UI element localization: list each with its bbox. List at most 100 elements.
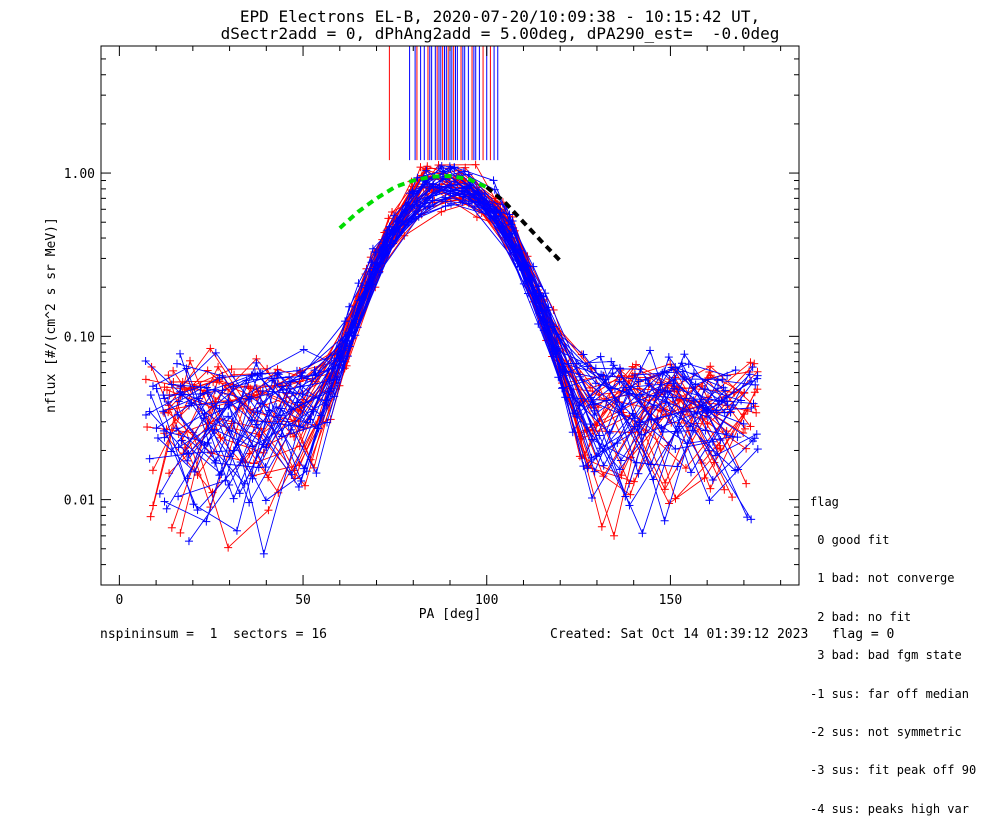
data-point (252, 358, 261, 367)
data-point (182, 364, 191, 373)
chart-title: EPD Electrons EL-B, 2020-07-20/10:09:38 … (239, 7, 761, 26)
data-point (729, 400, 738, 409)
legend-item: 3 bad: bad fgm state (810, 648, 962, 663)
data-point (591, 379, 600, 388)
data-line (156, 177, 736, 532)
data-point (176, 387, 185, 396)
data-point (471, 160, 480, 169)
data-point (203, 366, 212, 375)
data-line (179, 170, 727, 502)
data-point (167, 523, 176, 532)
y-tick-label: 1.00 (64, 167, 95, 182)
data-point (706, 484, 715, 493)
data-point (208, 488, 217, 497)
data-point (213, 375, 222, 384)
data-point (236, 458, 245, 467)
data-point (202, 517, 211, 526)
data-point (541, 289, 550, 298)
data-point (263, 364, 272, 373)
data-point (196, 389, 205, 398)
data-point (421, 203, 430, 212)
data-point (667, 363, 676, 372)
data-point (505, 210, 514, 219)
legend-item: -3 sus: fit peak off 90 (810, 763, 977, 778)
data-point (145, 454, 154, 463)
data-point (408, 214, 417, 223)
data-point (437, 207, 446, 216)
data-point (590, 467, 599, 476)
axis-layer: 0 50 100 150 0.01 0.10 1.00 (64, 45, 799, 608)
x-tick-label: 50 (295, 593, 311, 608)
data-point (258, 387, 267, 396)
legend-item: 1 bad: not converge (810, 571, 955, 586)
data-point (173, 410, 182, 419)
data-point (155, 489, 164, 498)
data-point (347, 329, 356, 338)
data-point (653, 415, 662, 424)
data-point (416, 163, 425, 172)
data-point (680, 350, 689, 359)
data-point (599, 461, 608, 470)
data-point (605, 428, 614, 437)
data-point (368, 244, 377, 253)
data-point (713, 376, 722, 385)
data-point (609, 361, 618, 370)
data-point (638, 529, 647, 538)
data-line (168, 166, 745, 484)
data-point (748, 363, 757, 372)
data-point (221, 476, 230, 485)
flag-legend: flag 0 good fit 1 bad: not converge 2 ba… (810, 470, 976, 828)
data-point (183, 449, 192, 458)
data-point (385, 222, 394, 231)
data-point (749, 399, 758, 408)
data-point (229, 494, 238, 503)
data-point (635, 392, 644, 401)
data-point (273, 369, 282, 378)
data-point (245, 498, 254, 507)
data-point (753, 374, 762, 383)
data-point (739, 419, 748, 428)
data-point (450, 163, 459, 172)
data-line (147, 172, 727, 549)
data-line (166, 181, 750, 438)
data-point (616, 456, 625, 465)
fit-curve (485, 185, 562, 263)
data-point (588, 493, 597, 502)
data-point (689, 369, 698, 378)
data-point (597, 522, 606, 531)
data-point (705, 368, 714, 377)
data-line (178, 190, 759, 507)
data-point (678, 359, 687, 368)
fit-layer (338, 173, 562, 263)
data-point (666, 360, 675, 369)
data-point (259, 549, 268, 558)
data-point (146, 512, 155, 521)
data-point (731, 366, 740, 375)
data-point (701, 426, 710, 435)
data-point (174, 492, 183, 501)
data-point (183, 456, 192, 465)
data-point (299, 345, 308, 354)
data-point (742, 479, 751, 488)
data-point (626, 490, 635, 499)
data-point (704, 446, 713, 455)
data-point (668, 393, 677, 402)
data-point (245, 449, 254, 458)
data-point (737, 396, 746, 405)
data-point (224, 543, 233, 552)
data-point (141, 357, 150, 366)
data-point (413, 173, 422, 182)
data-point (287, 470, 296, 479)
data-point (292, 366, 301, 375)
x-tick-label: 150 (659, 593, 682, 608)
data-point (492, 206, 501, 215)
legend-item: -1 sus: far off median (810, 686, 969, 701)
fit-curve (338, 173, 488, 230)
data-point (143, 422, 152, 431)
data-point (678, 367, 687, 376)
data-point (379, 242, 388, 251)
data-point (671, 445, 680, 454)
data-point (299, 423, 308, 432)
data-point (162, 504, 171, 513)
data-point (429, 191, 438, 200)
